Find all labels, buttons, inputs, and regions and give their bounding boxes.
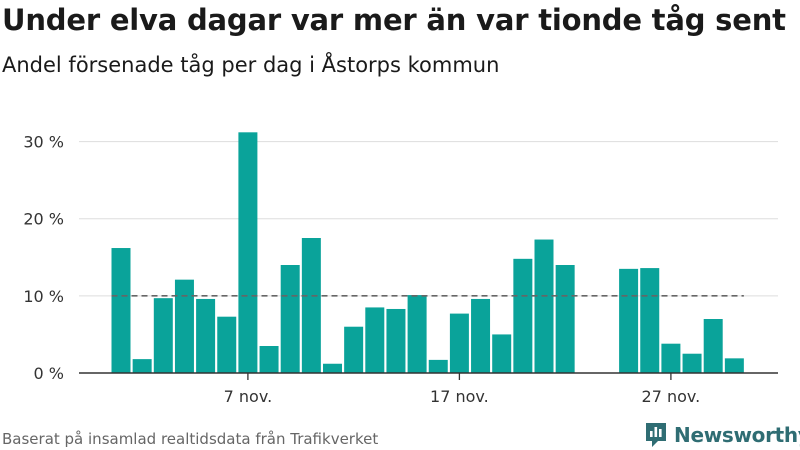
bars (111, 132, 744, 373)
bar (703, 319, 723, 373)
gridlines (79, 141, 778, 297)
source-note: Baserat på insamlad realtidsdata från Tr… (2, 430, 379, 448)
brand-name: Newsworthy (674, 423, 800, 447)
bar (513, 258, 533, 373)
bar (323, 363, 342, 373)
bar (196, 298, 216, 373)
bar (344, 326, 364, 373)
bar (217, 316, 237, 373)
bar (534, 239, 554, 373)
y-tick-label: 10 % (23, 287, 64, 306)
x-axis-labels: 7 nov. 17 nov. 27 nov. (224, 373, 701, 406)
y-axis-labels: 0 % 10 % 20 % 30 % (23, 133, 64, 383)
y-tick-label: 0 % (34, 364, 64, 383)
bar (111, 248, 131, 373)
bar (449, 313, 469, 373)
newsworthy-logo-icon (646, 423, 666, 447)
bar (724, 358, 744, 373)
bar (682, 353, 702, 373)
y-tick-label: 30 % (23, 133, 64, 152)
bar (428, 359, 448, 373)
bar (407, 295, 427, 373)
bar (619, 268, 639, 373)
bar (153, 298, 173, 373)
bar (280, 265, 300, 373)
x-tick-label: 27 nov. (642, 387, 701, 406)
bar (365, 307, 385, 373)
bar (555, 265, 575, 373)
chart-title: Under elva dagar var mer än var tionde t… (2, 3, 786, 37)
bar (301, 238, 321, 373)
y-tick-label: 20 % (23, 210, 64, 229)
bar (492, 334, 512, 373)
bar-chart: 0 % 10 % 20 % 30 % 7 nov. 17 nov. 27 nov. (23, 132, 778, 406)
bar (661, 343, 681, 373)
newsworthy-logo: Newsworthy (644, 420, 800, 450)
bar (238, 132, 258, 373)
x-tick-label: 17 nov. (430, 387, 489, 406)
bar (174, 279, 194, 373)
bar (259, 346, 279, 373)
bar (132, 359, 152, 373)
x-tick-label: 7 nov. (224, 387, 273, 406)
bar (471, 298, 491, 373)
bar (640, 268, 660, 373)
bar (386, 308, 406, 373)
chart-subtitle: Andel försenade tåg per dag i Åstorps ko… (2, 53, 500, 77)
